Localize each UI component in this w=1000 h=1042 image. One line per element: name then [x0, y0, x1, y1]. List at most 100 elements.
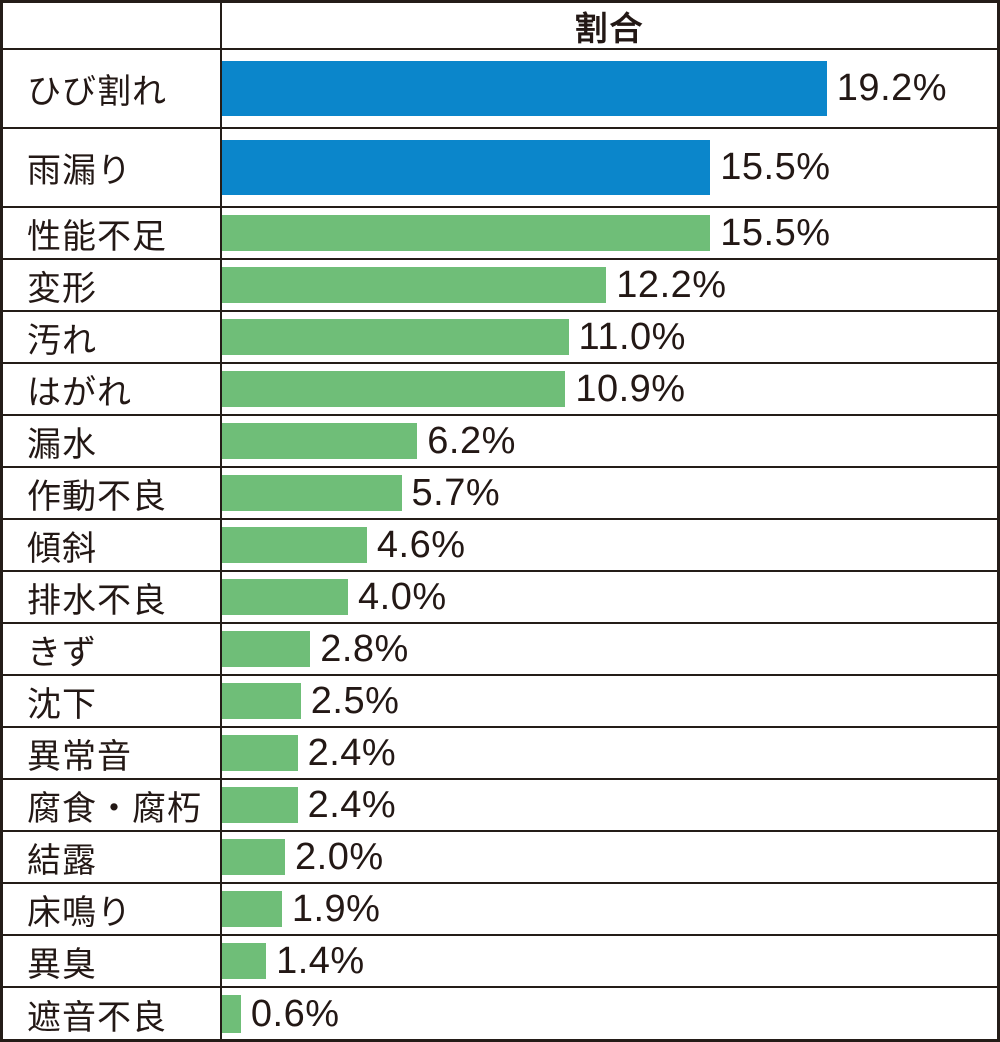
- value-label: 2.4%: [307, 783, 397, 826]
- category-cell: 雨漏り: [3, 129, 222, 206]
- value-label: 0.6%: [250, 992, 340, 1035]
- bar-cell: 4.0%: [222, 572, 997, 622]
- category-cell: 性能不足: [3, 208, 222, 258]
- bar-cell: 5.7%: [222, 468, 997, 518]
- category-cell: 汚れ: [3, 312, 222, 362]
- category-label: はがれ: [27, 373, 132, 412]
- bar-cell: 11.0%: [222, 312, 997, 362]
- value-label: 2.4%: [307, 731, 397, 774]
- category-cell: はがれ: [3, 364, 222, 414]
- bar: [222, 891, 282, 927]
- table-row: 漏水 6.2%: [3, 416, 997, 468]
- table-row: 性能不足 15.5%: [3, 208, 997, 260]
- category-cell: 遮音不良: [3, 988, 222, 1040]
- bar: [222, 787, 298, 823]
- category-label: 変形: [27, 269, 97, 308]
- category-cell: 腐食・腐朽: [3, 780, 222, 830]
- category-cell: 異常音: [3, 728, 222, 778]
- bar-cell: 2.4%: [222, 780, 997, 830]
- value-label: 4.0%: [358, 575, 447, 618]
- header-row: 割合: [3, 3, 997, 50]
- category-cell: 作動不良: [3, 468, 222, 518]
- category-label: 遮音不良: [27, 998, 167, 1037]
- bar: [222, 215, 711, 251]
- bar-cell: 0.6%: [222, 988, 997, 1040]
- value-label: 15.5%: [720, 146, 831, 188]
- category-label: 作動不良: [27, 477, 167, 516]
- category-cell: きず: [3, 624, 222, 674]
- bar: [222, 527, 367, 563]
- bar: [222, 267, 607, 303]
- category-label: 沈下: [27, 685, 97, 724]
- category-cell: 変形: [3, 260, 222, 310]
- header-ratio-cell: 割合: [222, 3, 997, 48]
- table-row: 異常音 2.4%: [3, 728, 997, 780]
- value-label: 2.8%: [320, 627, 409, 670]
- value-label: 2.0%: [295, 835, 384, 878]
- category-label: 汚れ: [27, 321, 97, 360]
- bar-cell: 2.4%: [222, 728, 997, 778]
- table-row: はがれ 10.9%: [3, 364, 997, 416]
- bar-cell: 4.6%: [222, 520, 997, 570]
- category-cell: 沈下: [3, 676, 222, 726]
- value-label: 4.6%: [376, 523, 466, 566]
- value-label: 1.9%: [291, 887, 381, 930]
- category-cell: 異臭: [3, 936, 222, 986]
- bar: [222, 839, 285, 875]
- bar: [222, 579, 348, 615]
- bar: [222, 995, 241, 1033]
- category-label: 漏水: [27, 425, 97, 464]
- bar-cell: 12.2%: [222, 260, 997, 310]
- bar: [222, 631, 311, 667]
- table-row: 排水不良 4.0%: [3, 572, 997, 624]
- bar: [222, 319, 569, 355]
- bar-cell: 10.9%: [222, 364, 997, 414]
- category-label: 床鳴り: [27, 893, 132, 932]
- header-empty-cell: [3, 3, 222, 48]
- chart-rows: ひび割れ 19.2% 雨漏り 15.5% 性能不足 15.5% 変形 12.2% 汚れ 11.0%…: [3, 50, 997, 1040]
- bar-cell: 19.2%: [222, 50, 997, 127]
- table-row: 汚れ 11.0%: [3, 312, 997, 364]
- bar: [222, 943, 267, 979]
- bar: [222, 423, 418, 459]
- category-label: 雨漏り: [27, 152, 132, 190]
- bar-cell: 2.0%: [222, 832, 997, 882]
- table-row: 腐食・腐朽 2.4%: [3, 780, 997, 832]
- ratio-column-title: 割合: [574, 9, 645, 47]
- table-row: 沈下 2.5%: [3, 676, 997, 728]
- table-row: 傾斜 4.6%: [3, 520, 997, 572]
- value-label: 5.7%: [411, 471, 501, 514]
- category-label: 腐食・腐朽: [27, 789, 202, 828]
- value-label: 12.2%: [616, 263, 727, 306]
- table-row: 作動不良 5.7%: [3, 468, 997, 520]
- bar-cell: 2.8%: [222, 624, 997, 674]
- value-label: 2.5%: [310, 679, 400, 722]
- category-cell: 排水不良: [3, 572, 222, 622]
- bar: [222, 735, 298, 771]
- bar-cell: 15.5%: [222, 129, 997, 206]
- category-cell: ひび割れ: [3, 50, 222, 127]
- value-label: 15.5%: [720, 211, 831, 254]
- table-row: きず 2.8%: [3, 624, 997, 676]
- table-row: 結露 2.0%: [3, 832, 997, 884]
- table-row: 雨漏り 15.5%: [3, 129, 997, 208]
- bar: [222, 139, 711, 196]
- bar-cell: 6.2%: [222, 416, 997, 466]
- category-cell: 漏水: [3, 416, 222, 466]
- value-label: 1.4%: [276, 939, 365, 982]
- value-label: 10.9%: [575, 367, 686, 410]
- bar: [222, 371, 566, 407]
- value-label: 19.2%: [836, 67, 948, 109]
- category-label: 異常音: [27, 737, 132, 776]
- bar: [222, 475, 402, 511]
- category-cell: 傾斜: [3, 520, 222, 570]
- bar-cell: 1.9%: [222, 884, 997, 934]
- table-row: 異臭 1.4%: [3, 936, 997, 988]
- category-cell: 結露: [3, 832, 222, 882]
- bar: [222, 60, 827, 117]
- table-row: ひび割れ 19.2%: [3, 50, 997, 129]
- bar: [222, 683, 301, 719]
- category-label: 結露: [27, 841, 97, 880]
- table-row: 床鳴り 1.9%: [3, 884, 997, 936]
- value-label: 11.0%: [578, 315, 686, 358]
